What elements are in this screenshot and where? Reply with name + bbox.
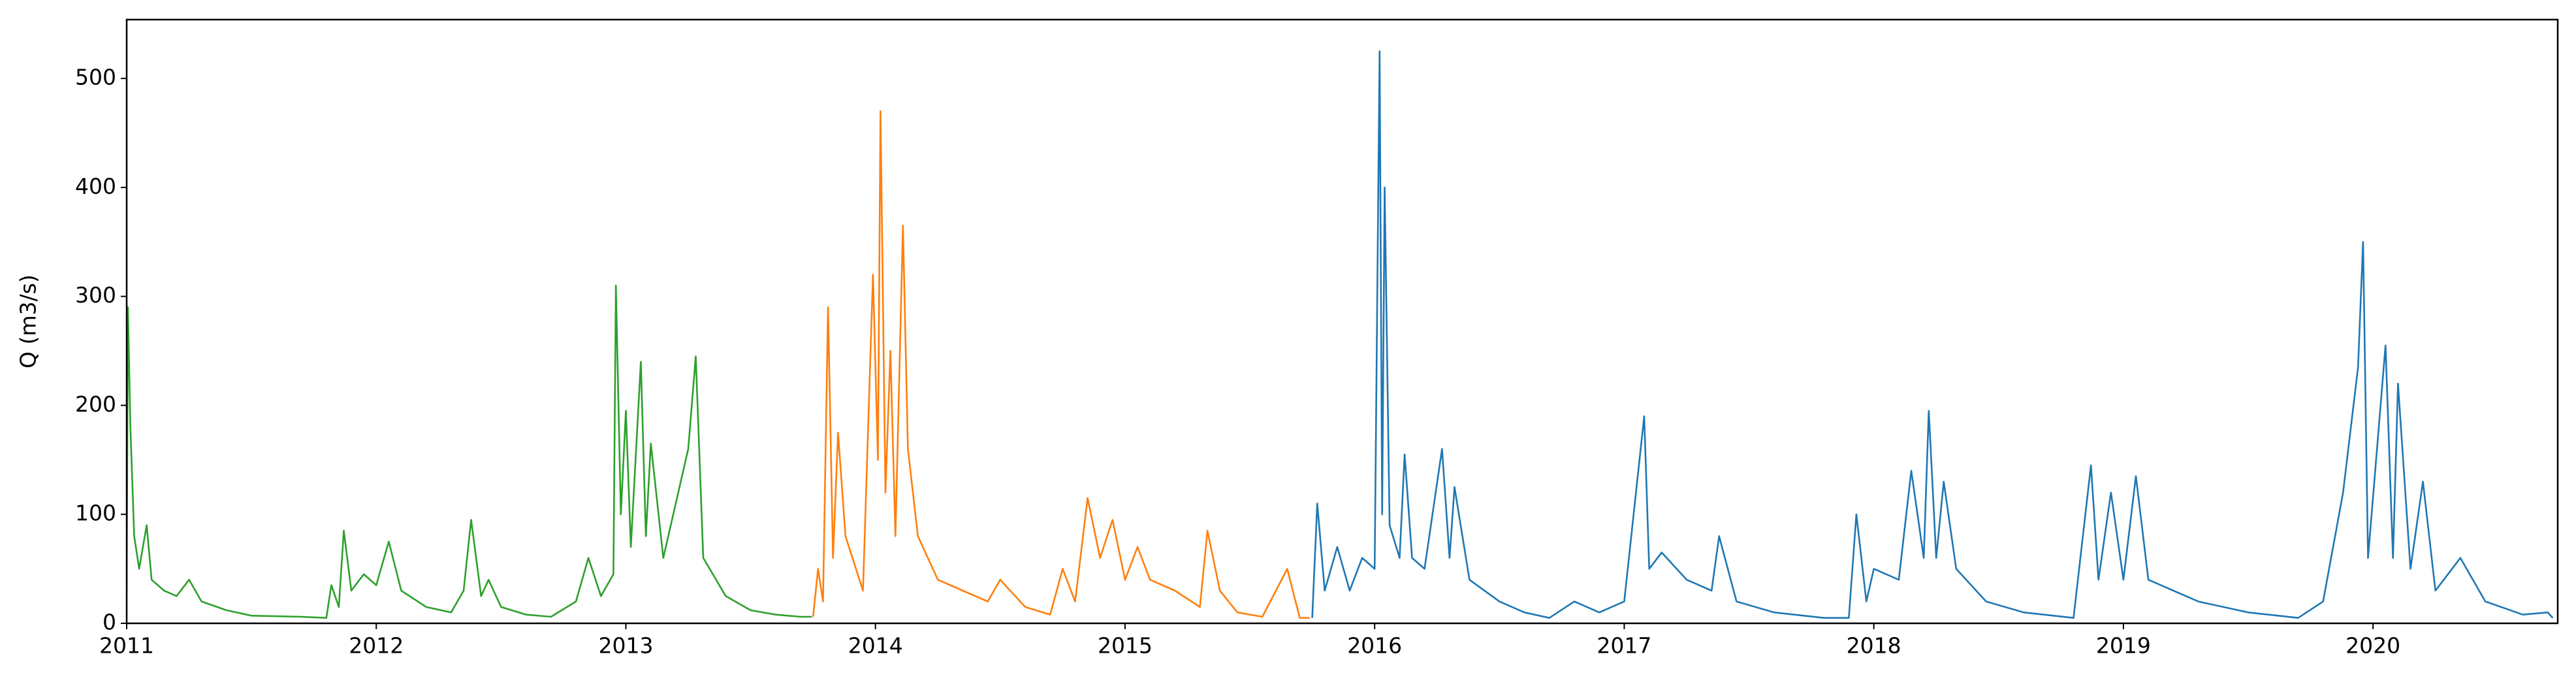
y-tick-label: 100	[75, 500, 116, 526]
x-tick-label: 2013	[598, 633, 653, 659]
series-line	[1311, 50, 2554, 619]
x-tick-label: 2015	[1098, 633, 1153, 659]
series-line	[812, 110, 1310, 619]
x-tick-label: 2014	[848, 633, 903, 659]
y-tick-label: 300	[75, 282, 116, 308]
x-tick-label: 2018	[1847, 633, 1901, 659]
x-tick-label: 2019	[2096, 633, 2151, 659]
x-tick-label: 2012	[349, 633, 404, 659]
y-tick-label: 500	[75, 65, 116, 90]
plot-area	[127, 50, 2554, 619]
x-tick-label: 2016	[1347, 633, 1402, 659]
y-tick-label: 0	[103, 610, 116, 635]
axes-frame	[125, 18, 2559, 625]
y-tick-label: 200	[75, 391, 116, 417]
y-axis-label: Q (m3/s)	[16, 274, 41, 369]
y-tick-label: 400	[75, 173, 116, 199]
x-tick-label: 2017	[1597, 633, 1651, 659]
series-line	[127, 284, 812, 619]
x-tick-label: 2020	[2345, 633, 2400, 659]
x-tick-label: 2011	[99, 633, 154, 659]
